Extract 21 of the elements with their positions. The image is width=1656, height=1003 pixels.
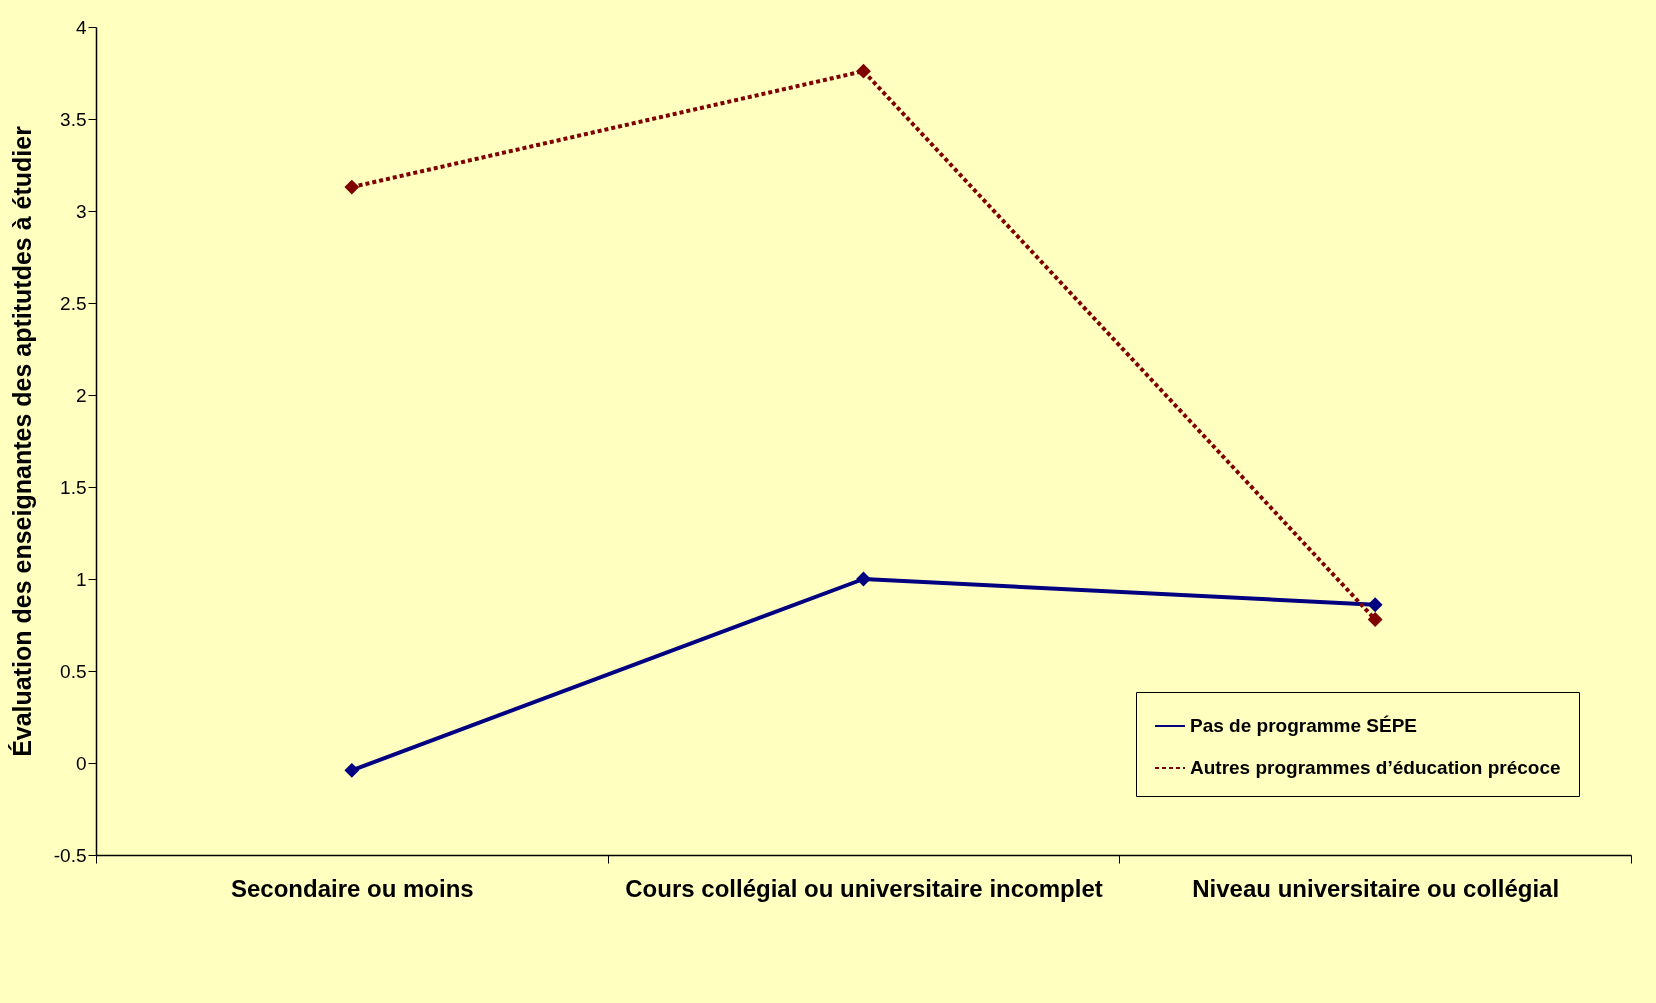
y-axis-title: Évaluation des enseignantes des aptitutdes à étudier — [7, 125, 36, 757]
y-tick-label: 2 — [75, 384, 87, 406]
x-tick-label: Niveau universitaire ou collégial — [1192, 874, 1560, 902]
y-tick-label: 0.5 — [60, 660, 87, 682]
point — [344, 179, 360, 195]
y-tick-label: 1.5 — [60, 476, 87, 498]
point — [856, 63, 871, 79]
point — [344, 762, 360, 778]
y-tick-label: 0 — [75, 752, 87, 774]
point — [1367, 612, 1383, 627]
y-tick-label: 3.5 — [60, 108, 87, 130]
x-tick-label: Secondaire ou moins — [230, 874, 474, 902]
point — [1367, 597, 1383, 613]
y-tick-label: 1 — [75, 568, 87, 590]
y-tick-label: 2.5 — [60, 292, 87, 314]
y-tick-label: 3 — [75, 200, 87, 222]
y-tick-label: 4 — [75, 16, 87, 38]
legend-label: Autres programmes d’éducation précoce — [1190, 757, 1561, 778]
legend-label: Pas de programme SÉPE — [1190, 715, 1418, 736]
y-tick-label: -0.5 — [53, 844, 87, 866]
x-tick-label: Cours collégial ou universitaire incomplet — [625, 874, 1103, 902]
